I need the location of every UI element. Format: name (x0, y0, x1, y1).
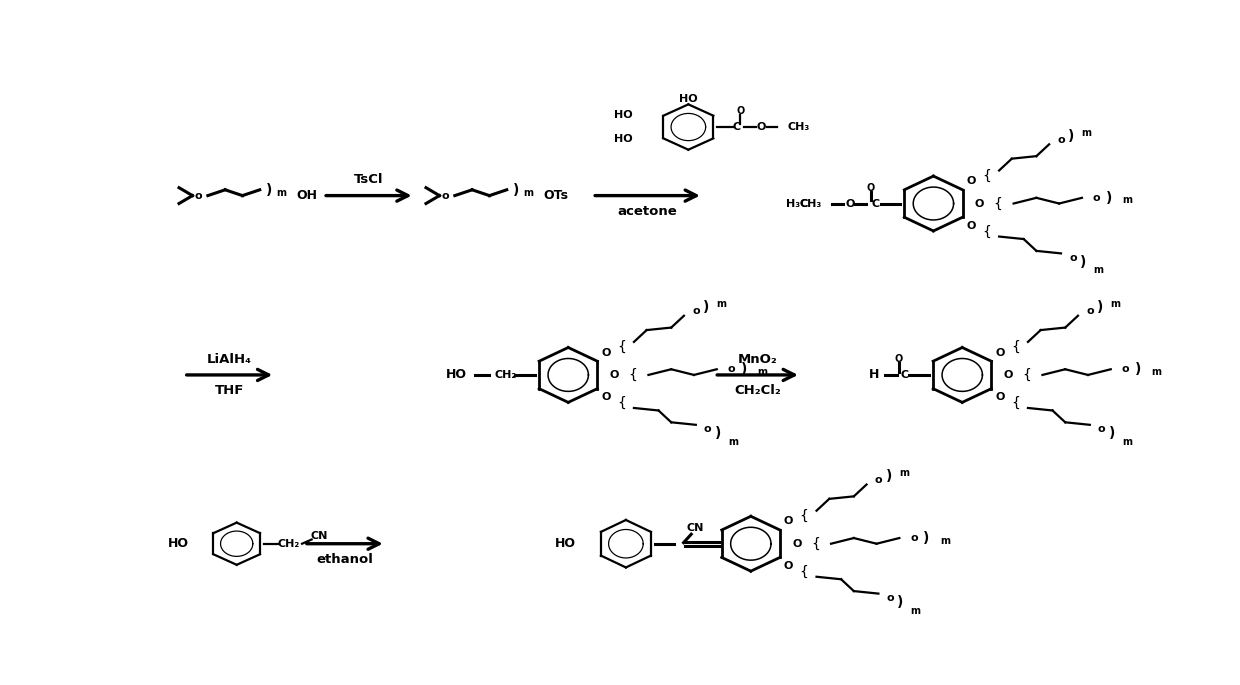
Text: acetone: acetone (618, 205, 677, 218)
Text: O: O (610, 370, 619, 380)
Text: m: m (717, 299, 727, 309)
Text: HO: HO (614, 134, 632, 144)
Text: ): ) (898, 595, 904, 609)
Text: o: o (874, 475, 882, 485)
Text: THF: THF (215, 384, 244, 397)
Text: {: { (800, 565, 808, 579)
Text: m: m (1081, 127, 1091, 138)
Text: {: { (616, 340, 626, 353)
Text: m: m (899, 468, 909, 478)
Text: CN: CN (311, 531, 329, 540)
Text: m: m (910, 606, 921, 616)
Text: HO: HO (446, 369, 467, 382)
Text: o: o (692, 306, 699, 316)
Text: ): ) (1068, 129, 1074, 143)
Text: ethanol: ethanol (316, 553, 373, 566)
Text: ): ) (1080, 255, 1086, 269)
Text: {: { (811, 537, 820, 551)
Text: O: O (996, 393, 1004, 402)
Text: O: O (1003, 370, 1013, 380)
Text: O: O (846, 199, 854, 208)
Text: m: m (728, 437, 738, 447)
Text: CH₂Cl₂: CH₂Cl₂ (734, 384, 781, 397)
Text: o: o (1092, 193, 1100, 203)
Text: o: o (704, 425, 712, 434)
Text: OH: OH (296, 189, 317, 202)
Text: O: O (895, 354, 903, 364)
Text: {: { (1011, 396, 1019, 410)
Text: ): ) (740, 362, 746, 376)
Text: {: { (982, 169, 991, 182)
Text: m: m (940, 536, 950, 546)
Text: O: O (996, 348, 1004, 358)
Text: ): ) (885, 469, 892, 483)
Text: o: o (1121, 364, 1130, 374)
Text: m: m (523, 188, 533, 199)
Text: m: m (275, 188, 286, 199)
Text: O: O (867, 183, 875, 192)
Text: CH₂: CH₂ (495, 370, 517, 380)
Text: O: O (966, 221, 976, 231)
Text: m: m (1122, 195, 1132, 206)
Text: MnO₂: MnO₂ (738, 353, 777, 366)
Text: H₃C: H₃C (786, 199, 808, 208)
Text: m: m (1122, 437, 1132, 447)
Text: {: { (629, 368, 637, 382)
Text: m: m (1094, 265, 1104, 275)
Text: LiAlH₄: LiAlH₄ (207, 353, 252, 366)
Text: m: m (1110, 299, 1120, 309)
Text: ): ) (703, 300, 709, 314)
Text: {: { (993, 197, 1002, 210)
Text: CH₂: CH₂ (278, 538, 300, 549)
Text: ): ) (923, 531, 930, 545)
Text: o: o (1097, 425, 1106, 434)
Text: ): ) (1135, 362, 1141, 376)
Text: ): ) (267, 183, 273, 197)
Text: {: { (1011, 340, 1019, 353)
Text: HO: HO (167, 537, 188, 550)
Text: {: { (1023, 368, 1032, 382)
Text: O: O (737, 106, 744, 116)
Text: HO: HO (614, 110, 632, 121)
Text: O: O (601, 393, 610, 402)
Text: C: C (733, 122, 740, 132)
Text: O: O (975, 199, 985, 208)
Text: O: O (601, 348, 610, 358)
Text: O: O (792, 538, 801, 549)
Text: O: O (966, 176, 976, 186)
Text: OTs: OTs (543, 189, 568, 202)
Text: ): ) (714, 426, 720, 440)
Text: o: o (887, 593, 894, 603)
Text: O: O (784, 561, 794, 571)
Text: ): ) (1109, 426, 1115, 440)
Text: ): ) (513, 183, 520, 197)
Text: {: { (982, 225, 991, 238)
Text: HO: HO (556, 537, 575, 550)
Text: m: m (758, 367, 768, 377)
Text: ): ) (1106, 191, 1112, 205)
Text: o: o (1058, 135, 1065, 145)
Text: CH₃: CH₃ (800, 199, 822, 208)
Text: o: o (728, 364, 735, 374)
Text: CN: CN (687, 523, 704, 533)
Text: m: m (1151, 367, 1162, 377)
Text: TsCl: TsCl (355, 173, 383, 186)
Text: O: O (756, 122, 766, 132)
Text: H: H (869, 369, 879, 382)
Text: ): ) (1097, 300, 1104, 314)
Text: CH₃: CH₃ (787, 122, 810, 132)
Text: C: C (872, 199, 880, 208)
Text: o: o (441, 190, 449, 201)
Text: o: o (1086, 306, 1094, 316)
Text: {: { (800, 508, 808, 523)
Text: o: o (1069, 253, 1076, 263)
Text: {: { (616, 396, 626, 410)
Text: o: o (195, 190, 202, 201)
Text: HO: HO (680, 94, 698, 104)
Text: O: O (784, 516, 794, 527)
Text: o: o (910, 533, 918, 543)
Text: C: C (900, 370, 909, 380)
